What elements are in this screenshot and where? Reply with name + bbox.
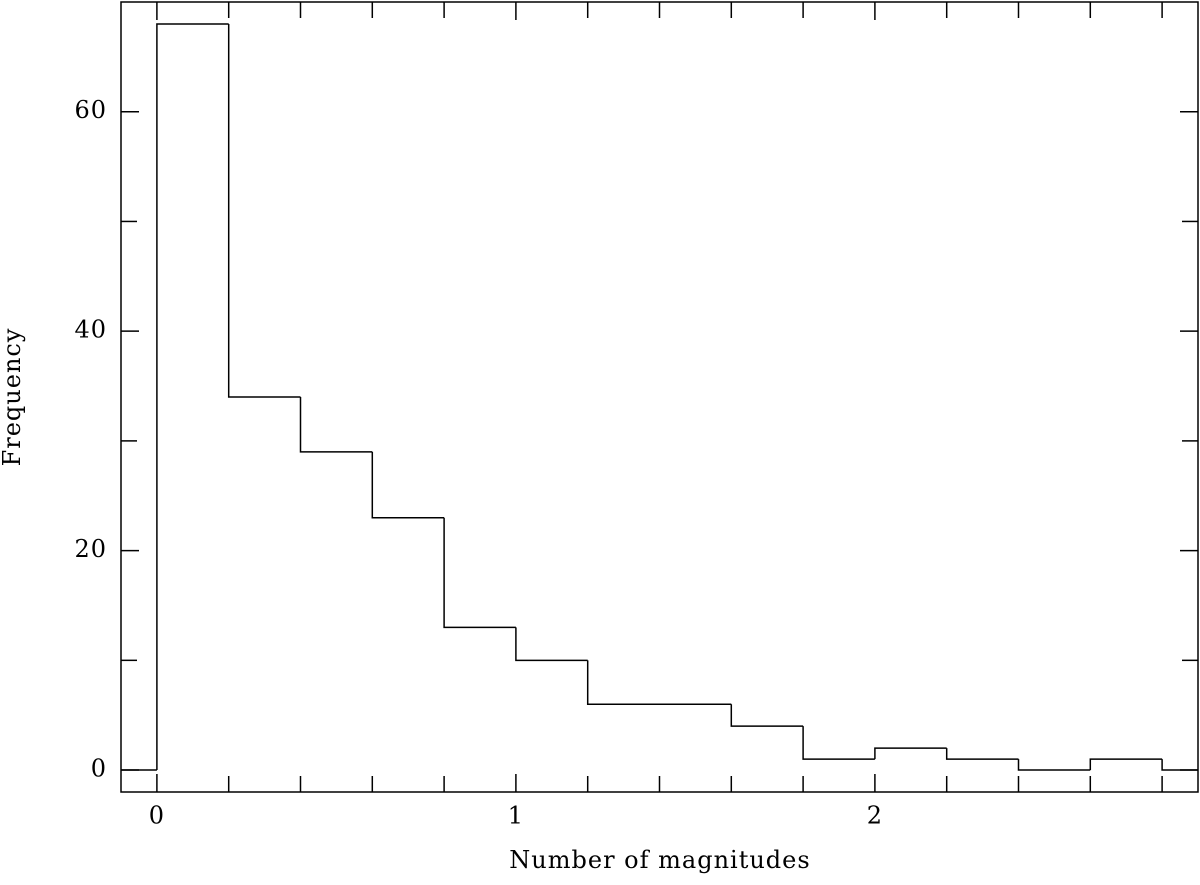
histogram-bin xyxy=(730,704,804,727)
y-tick-label: 60 xyxy=(74,96,107,124)
histogram-bin xyxy=(1017,759,1091,771)
histogram-bin xyxy=(945,748,1019,760)
histogram-bin xyxy=(371,451,445,519)
x-tick-label: 0 xyxy=(149,802,165,830)
histogram-bin xyxy=(156,23,229,771)
baseline xyxy=(1161,759,1198,771)
x-tick-label: 1 xyxy=(508,802,524,830)
histogram-bin xyxy=(299,397,373,453)
histogram-bin xyxy=(227,23,301,398)
histogram-bin xyxy=(874,747,947,760)
histogram-bin xyxy=(586,660,660,705)
y-tick-label: 0 xyxy=(91,755,107,783)
histogram-bin xyxy=(443,517,516,629)
histogram-bin xyxy=(515,627,588,662)
y-axis-label: Frequency xyxy=(0,328,26,467)
y-tick-label: 40 xyxy=(74,316,107,344)
x-axis-label: Number of magnitudes xyxy=(509,846,810,874)
histogram-bin xyxy=(1089,758,1163,771)
histogram-bin xyxy=(802,726,875,760)
y-tick-label: 20 xyxy=(74,535,107,563)
x-tick-label: 2 xyxy=(867,802,883,830)
